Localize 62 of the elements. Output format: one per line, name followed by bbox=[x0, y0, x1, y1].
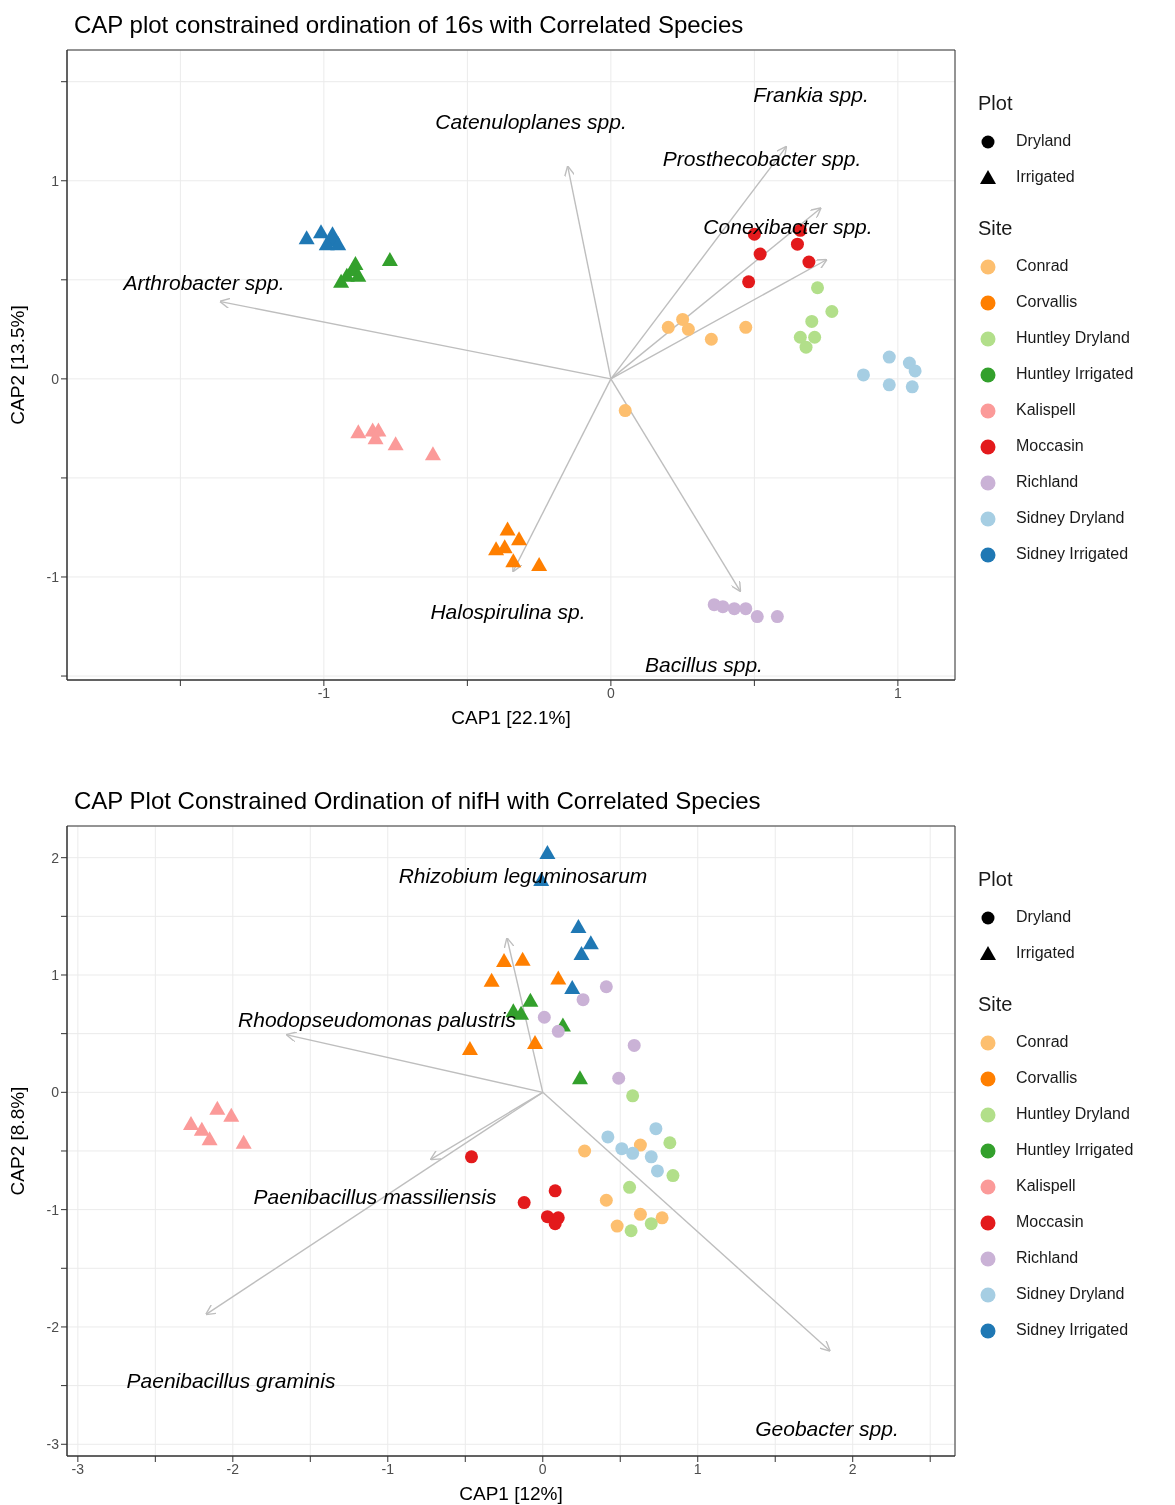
y-axis-title: CAP2 [8.8%] bbox=[6, 1086, 28, 1196]
legend-label: Sidney Irrigated bbox=[1016, 545, 1129, 563]
chart-title: CAP plot constrained ordination of 16s with Correlated Species bbox=[73, 10, 745, 40]
x-tick-label: 0 bbox=[538, 1460, 547, 1477]
x-tick-label: -1 bbox=[381, 1460, 395, 1477]
y-tick-label: 2 bbox=[51, 849, 60, 866]
text: Plot bbox=[978, 92, 1014, 115]
legend-label: Sidney Dryland bbox=[1016, 1285, 1125, 1303]
x-tick-label: -2 bbox=[226, 1460, 240, 1477]
y-tick-label: -1 bbox=[46, 1201, 60, 1218]
annotation: Bacillus spp. bbox=[645, 653, 763, 677]
annotation: Geobacter spp. bbox=[755, 1417, 899, 1441]
legend-label: Corvallis bbox=[1016, 1069, 1078, 1087]
text: Plot bbox=[978, 868, 1014, 891]
legend-label: Richland bbox=[1016, 473, 1079, 491]
y-axis-title: CAP2 [13.5%] bbox=[6, 305, 28, 425]
x-tick-label: 1 bbox=[893, 684, 902, 701]
chart-title: CAP Plot Constrained Ordination of nifH with Correlated Species bbox=[73, 786, 762, 816]
annotation: Arthrobacter spp. bbox=[123, 271, 285, 295]
y-tick-label: -3 bbox=[46, 1436, 60, 1453]
legend-label: Huntley Dryland bbox=[1016, 1105, 1130, 1123]
legend-title: Site bbox=[978, 217, 1014, 240]
legend-title: Site bbox=[978, 993, 1014, 1016]
x-axis-title: CAP1 [12%] bbox=[459, 1483, 563, 1504]
annotation: Catenuloplanes spp. bbox=[435, 110, 627, 134]
x-tick-label: 2 bbox=[848, 1460, 857, 1477]
annotation: Rhodopseudomonas palustris bbox=[238, 1008, 516, 1032]
x-tick-label: -1 bbox=[317, 684, 331, 701]
annotation: Paenibacillus massiliensis bbox=[253, 1185, 497, 1209]
y-tick-label: -1 bbox=[46, 568, 60, 585]
annotation: Conexibacter spp. bbox=[703, 215, 873, 239]
annotation: Frankia spp. bbox=[753, 83, 869, 107]
legend-label: Moccasin bbox=[1016, 1213, 1084, 1231]
legend-label: Sidney Dryland bbox=[1016, 509, 1125, 527]
annotation: Paenibacillus graminis bbox=[126, 1369, 336, 1393]
y-tick-label: 0 bbox=[51, 370, 60, 387]
legend-label: Sidney Irrigated bbox=[1016, 1321, 1129, 1339]
text: Dryland bbox=[1016, 132, 1072, 150]
y-tick-label: 1 bbox=[51, 172, 60, 189]
annotation: Rhizobium leguminosarum bbox=[398, 864, 648, 888]
legend-label: Kalispell bbox=[1016, 401, 1076, 419]
legend-label: Huntley Irrigated bbox=[1016, 1141, 1134, 1159]
x-tick-label: 1 bbox=[693, 1460, 702, 1477]
y-tick-label: 1 bbox=[51, 966, 60, 983]
x-tick-label: -3 bbox=[71, 1460, 85, 1477]
legend-label: Huntley Dryland bbox=[1016, 329, 1130, 347]
legend-label: Kalispell bbox=[1016, 1177, 1076, 1195]
text: Irrigated bbox=[1016, 944, 1075, 962]
legend-label: Huntley Irrigated bbox=[1016, 365, 1134, 383]
legend-label: Moccasin bbox=[1016, 437, 1084, 455]
x-axis-title: CAP1 [22.1%] bbox=[451, 707, 571, 728]
x-tick-label: 0 bbox=[606, 684, 615, 701]
annotation: Prosthecobacter spp. bbox=[662, 147, 862, 171]
y-tick-label: 0 bbox=[51, 1084, 60, 1101]
legend-label: Corvallis bbox=[1016, 293, 1078, 311]
y-tick-label: -2 bbox=[46, 1318, 60, 1335]
legend-label: Conrad bbox=[1016, 1033, 1069, 1051]
annotation: Halospirulina sp. bbox=[430, 600, 586, 624]
legend-label: Conrad bbox=[1016, 257, 1069, 275]
text: Irrigated bbox=[1016, 168, 1075, 186]
legend-label: Richland bbox=[1016, 1249, 1079, 1267]
text: Dryland bbox=[1016, 908, 1072, 926]
